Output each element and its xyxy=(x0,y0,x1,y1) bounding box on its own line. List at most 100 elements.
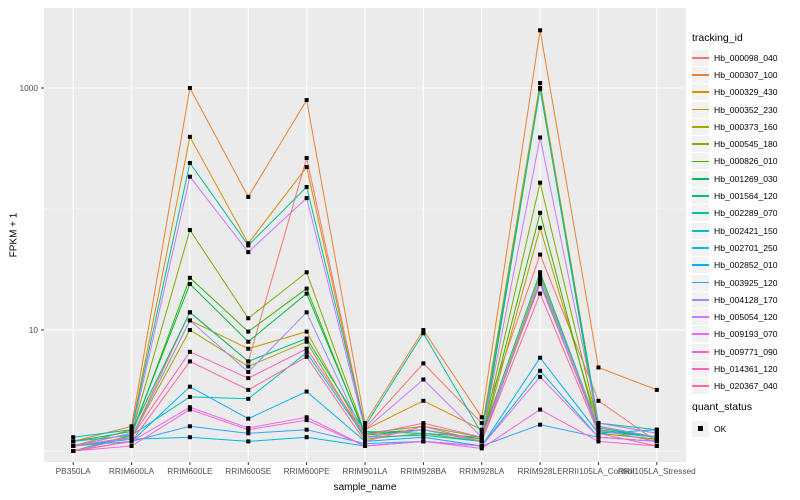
data-point xyxy=(538,407,543,412)
legend-key xyxy=(692,66,709,83)
legend-item-Hb_002289_070: Hb_002289_070 xyxy=(692,205,778,222)
data-point xyxy=(71,443,76,448)
legend-item-label: Hb_003925_120 xyxy=(714,277,778,288)
legend-key xyxy=(692,239,709,256)
data-point xyxy=(187,384,192,389)
data-point xyxy=(129,435,134,440)
data-point xyxy=(187,275,192,280)
legend-key xyxy=(692,291,709,308)
data-point xyxy=(187,394,192,399)
data-point xyxy=(246,243,251,248)
data-point xyxy=(596,427,601,432)
legend-key xyxy=(692,309,709,326)
legend-item-label: Hb_002701_250 xyxy=(714,242,778,253)
data-point xyxy=(421,361,426,366)
data-point xyxy=(479,443,484,448)
legend-item-label: OK xyxy=(714,423,727,434)
data-point xyxy=(246,396,251,401)
legend-key-line xyxy=(692,143,709,146)
legend-item-label: Hb_001564_120 xyxy=(714,191,778,202)
y-axis-title: FPKM + 1 xyxy=(8,212,20,258)
legend-key xyxy=(692,257,709,274)
legend-title-quant-status: quant_status xyxy=(692,401,753,413)
x-tick-label: RRIM600SE xyxy=(225,466,272,476)
legend-item-label: Hb_000307_100 xyxy=(714,69,778,80)
legend-item-label: Hb_001269_030 xyxy=(714,173,778,184)
x-tick-label: RRIM928LA xyxy=(459,466,505,476)
data-point xyxy=(187,349,192,354)
data-point xyxy=(246,416,251,421)
x-tick-label: RRII105LA_Stressed xyxy=(617,466,696,476)
legend-key xyxy=(692,49,709,66)
data-point xyxy=(187,228,192,233)
legend-key xyxy=(692,170,709,187)
legend-key xyxy=(692,153,709,170)
data-point xyxy=(363,424,367,429)
legend-item-Hb_000329_430: Hb_000329_430 xyxy=(692,84,778,101)
legend-key-line xyxy=(692,74,709,76)
legend: tracking_id Hb_000098_040 Hb_000307_100 Hb… xyxy=(692,0,800,500)
data-point xyxy=(654,437,659,442)
legend-key xyxy=(692,360,709,377)
legend-item-label: Hb_002289_070 xyxy=(714,208,778,219)
legend-key-line xyxy=(692,350,709,353)
legend-key-line xyxy=(692,212,709,215)
x-tick-label: PB350LA xyxy=(55,466,91,476)
data-point xyxy=(538,180,543,185)
black-square-point-icon xyxy=(698,426,703,432)
data-point xyxy=(596,365,601,370)
x-tick-label: RRIM600LE xyxy=(167,466,213,476)
x-tick-label: RRIM901LA xyxy=(342,466,388,476)
legend-key-line xyxy=(692,56,709,59)
legend-item-Hb_014361_120: Hb_014361_120 xyxy=(692,360,778,377)
data-point xyxy=(363,433,367,438)
data-point xyxy=(129,427,134,432)
data-point xyxy=(538,273,543,278)
x-tick-label: RRIM928BA xyxy=(400,466,447,476)
legend-item-label: Hb_009771_090 xyxy=(714,346,778,357)
legend-key-line xyxy=(692,316,709,318)
legend-key xyxy=(692,136,709,153)
legend-item-Hb_002852_010: Hb_002852_010 xyxy=(692,257,778,274)
data-point xyxy=(538,368,543,373)
legend-item-Hb_001269_030: Hb_001269_030 xyxy=(692,170,778,187)
legend-item-Hb_001564_120: Hb_001564_120 xyxy=(692,187,778,205)
data-point xyxy=(654,431,659,436)
data-point xyxy=(187,310,192,315)
data-point xyxy=(596,435,601,440)
legend-key xyxy=(692,343,709,360)
data-point xyxy=(187,407,192,412)
legend-item-quant-OK: OK xyxy=(692,420,726,437)
data-point xyxy=(187,328,192,332)
legend-item-Hb_002421_150: Hb_002421_150 xyxy=(692,222,778,239)
legend-key-line xyxy=(692,247,709,249)
data-point xyxy=(187,134,192,139)
data-point xyxy=(246,316,251,321)
legend-item-Hb_000373_160: Hb_000373_160 xyxy=(692,118,778,135)
data-point xyxy=(304,389,309,394)
legend-item-label: Hb_000545_180 xyxy=(714,139,778,150)
legend-key-line xyxy=(692,229,709,232)
legend-item-Hb_005054_120: Hb_005054_120 xyxy=(692,308,778,326)
x-tick-label: RRIM600PE xyxy=(283,466,330,476)
data-point xyxy=(71,435,76,440)
data-point xyxy=(654,427,659,432)
data-point xyxy=(246,376,251,381)
data-point xyxy=(304,291,309,296)
data-point xyxy=(187,174,192,179)
data-point xyxy=(304,339,309,344)
data-point xyxy=(304,427,309,432)
data-point xyxy=(538,355,543,360)
data-point xyxy=(596,424,601,429)
data-point xyxy=(421,424,426,429)
data-point xyxy=(479,446,484,451)
legend-item-label: Hb_014361_120 xyxy=(714,363,778,374)
legend-item-Hb_000352_230: Hb_000352_230 xyxy=(692,101,778,118)
x-tick-label: RRIM600LA xyxy=(108,466,155,476)
data-point xyxy=(246,329,251,334)
legend-item-Hb_002701_250: Hb_002701_250 xyxy=(692,239,778,256)
data-point xyxy=(246,250,251,255)
legend-item-label: Hb_000826_010 xyxy=(714,156,778,167)
data-point xyxy=(421,427,426,432)
data-point xyxy=(246,439,251,444)
